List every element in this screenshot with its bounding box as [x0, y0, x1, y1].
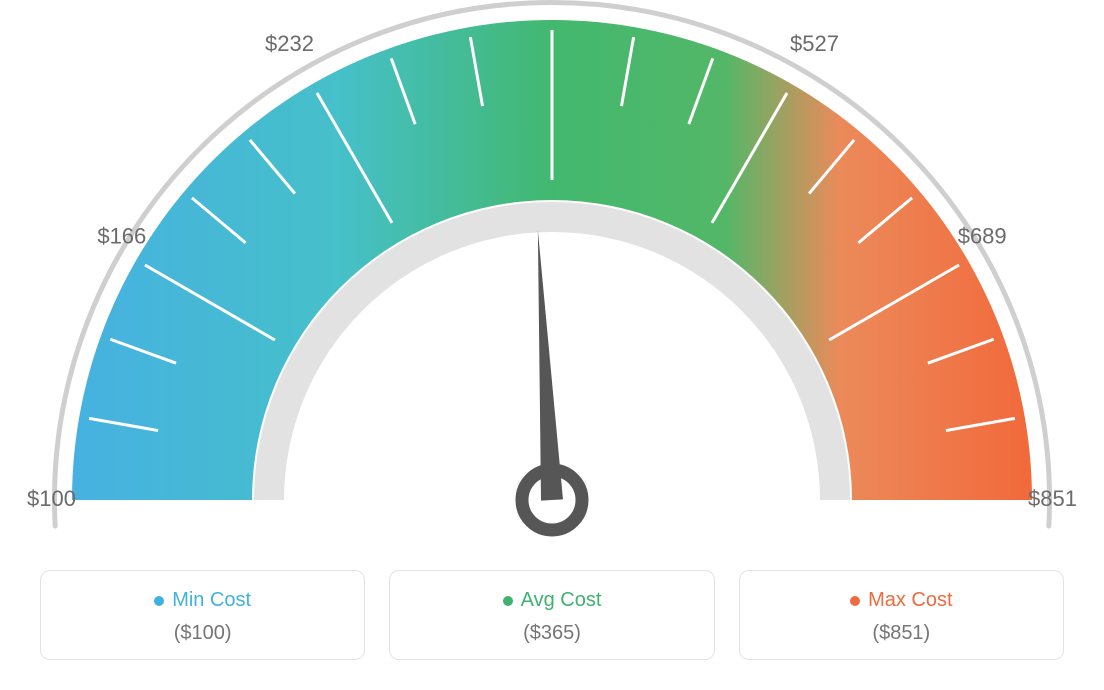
legend-dot-min	[154, 596, 164, 606]
legend-value-min: ($100)	[51, 622, 354, 645]
legend-value-max: ($851)	[750, 622, 1053, 645]
legend-label-max: Max Cost	[868, 589, 952, 612]
gauge-needle	[538, 230, 563, 500]
gauge-scale-label: $232	[265, 31, 314, 56]
gauge-scale-label: $851	[1028, 486, 1077, 511]
legend-card-min: Min Cost ($100)	[40, 570, 365, 660]
legend-label-min: Min Cost	[172, 589, 251, 612]
legend-title-max: Max Cost	[850, 589, 952, 612]
gauge-scale-label: $166	[97, 223, 146, 248]
legend-value-avg: ($365)	[400, 622, 703, 645]
legend-label-avg: Avg Cost	[521, 589, 602, 612]
legend-dot-max	[850, 596, 860, 606]
cost-gauge-chart: $100$166$232$365$527$689$851 Min Cost ($…	[0, 0, 1104, 690]
gauge-area: $100$166$232$365$527$689$851	[0, 0, 1104, 560]
gauge-scale-label: $689	[958, 223, 1007, 248]
legend-dot-avg	[503, 596, 513, 606]
gauge-svg: $100$166$232$365$527$689$851	[0, 0, 1104, 560]
legend-title-min: Min Cost	[154, 589, 251, 612]
legend-card-max: Max Cost ($851)	[739, 570, 1064, 660]
legend-card-avg: Avg Cost ($365)	[389, 570, 714, 660]
gauge-scale-label: $527	[790, 31, 839, 56]
legend-row: Min Cost ($100) Avg Cost ($365) Max Cost…	[0, 570, 1104, 660]
gauge-scale-label: $100	[27, 486, 76, 511]
legend-title-avg: Avg Cost	[503, 589, 602, 612]
